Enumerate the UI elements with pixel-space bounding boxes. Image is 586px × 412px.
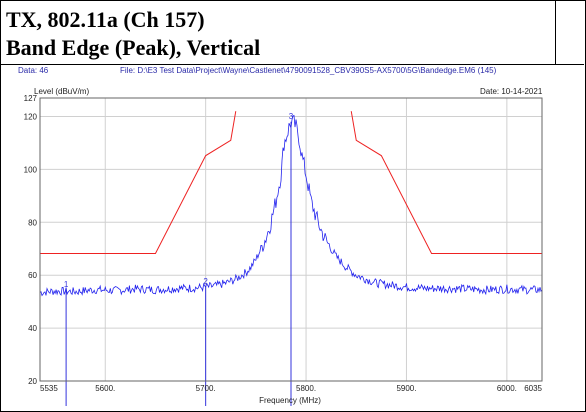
x-tick-label: 6035	[524, 384, 542, 393]
x-tick-label: 5535	[40, 384, 58, 393]
data-label: Data:	[18, 66, 38, 75]
file-path: File: D:\E3 Test Data\Project\Wayne\Cast…	[120, 66, 496, 75]
date-label: Date:	[480, 87, 499, 96]
date-value: 10-14-2021	[501, 87, 542, 96]
marker-1-label: 1	[64, 280, 69, 289]
chart-title-line-1: TX, 802.11a (Ch 157)	[6, 7, 205, 32]
marker-2-label: 2	[203, 277, 208, 286]
y-tick-label: 127	[24, 94, 38, 103]
axes: 20 40 60 80 100 120 127 5535 5600. 5700. 5800. 5900…	[24, 94, 543, 393]
date-readout: Date: 10-14-2021	[480, 87, 543, 96]
table-divider	[555, 0, 556, 64]
x-tick-label: 5900.	[396, 384, 416, 393]
limit-lines	[40, 111, 542, 255]
y-tick-label: 20	[28, 377, 37, 386]
markers: 1 2 3	[64, 112, 294, 406]
limit-upper-line	[350, 111, 542, 255]
file-suffix: (145)	[477, 66, 497, 75]
data-number: Data: 46	[18, 66, 48, 75]
data-value: 46	[39, 66, 49, 75]
limit-lower-line	[40, 111, 237, 255]
file-label: File:	[120, 66, 136, 75]
chart-title-line-2: Band Edge (Peak), Vertical	[6, 35, 261, 60]
x-axis-label: Frequency (MHz)	[259, 396, 321, 405]
y-tick-label: 40	[28, 324, 37, 333]
y-axis-label: Level (dBuV/m)	[34, 87, 89, 96]
y-tick-label: 80	[28, 218, 37, 227]
file-value: D:\E3 Test Data\Project\Wayne\Castlenet\…	[137, 66, 476, 75]
title-cell: TX, 802.11a (Ch 157) Band Edge (Peak), V…	[0, 0, 584, 65]
y-tick-label: 60	[28, 271, 37, 280]
x-tick-label: 6000.	[497, 384, 517, 393]
x-tick-label: 5600.	[95, 384, 115, 393]
x-tick-label: 5800.	[296, 384, 316, 393]
y-tick-label: 120	[24, 113, 38, 122]
x-tick-label: 5700.	[196, 384, 216, 393]
plot-border	[39, 97, 543, 382]
marker-3-label: 3	[289, 112, 294, 121]
y-tick-label: 100	[24, 165, 38, 174]
